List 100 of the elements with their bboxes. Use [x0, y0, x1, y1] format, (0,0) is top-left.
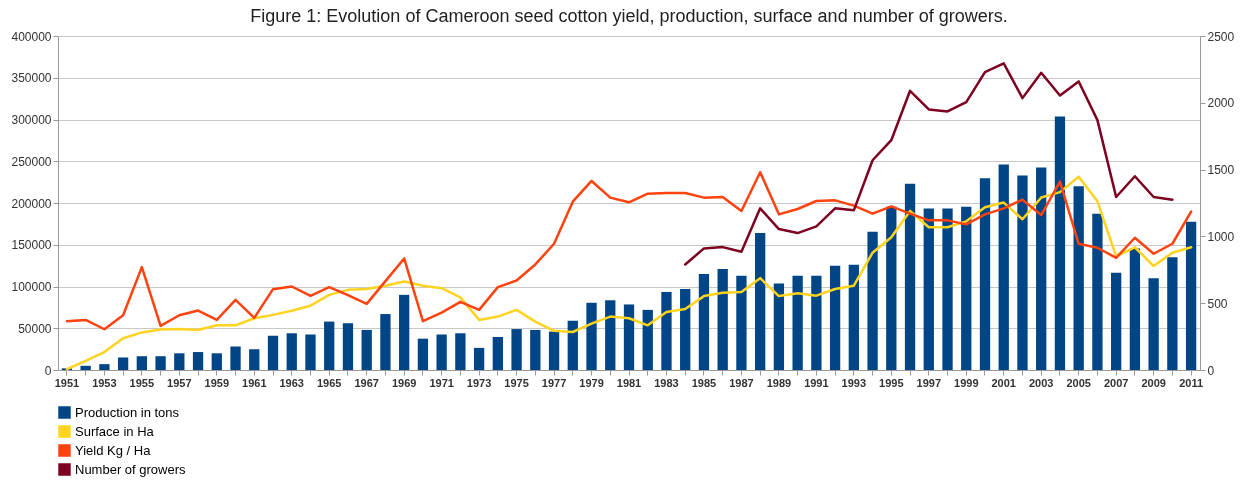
bar: [399, 294, 410, 370]
x-tick-label: 1983: [654, 376, 679, 389]
x-tick-label: 1987: [729, 376, 754, 389]
y-tick-label: 300000: [11, 113, 52, 127]
bar: [473, 347, 485, 370]
bar: [605, 300, 616, 370]
x-tick-label: 1953: [92, 376, 117, 389]
bar: [998, 164, 1009, 370]
x-tick-label: 1963: [279, 376, 304, 389]
y-tick-label: 400000: [11, 29, 52, 44]
x-tick-label: 2003: [1028, 376, 1054, 389]
bar: [623, 304, 635, 370]
bar: [267, 335, 279, 370]
x-tick-label: 2001: [991, 376, 1016, 389]
bar: [99, 364, 110, 370]
legend-label: Surface in Ha: [75, 423, 155, 439]
y2-tick-label: 1500: [1207, 163, 1235, 178]
bar: [829, 265, 841, 370]
bar: [530, 329, 541, 370]
x-tick-label: 1977: [541, 376, 567, 389]
bar: [380, 314, 391, 370]
bar: [174, 353, 185, 370]
bar: [342, 323, 354, 370]
bar: [417, 338, 429, 370]
bar: [230, 346, 241, 370]
bar: [192, 352, 204, 370]
bar: [661, 291, 672, 370]
x-tick-label: 1991: [804, 376, 829, 389]
bar: [305, 334, 316, 370]
bar: [680, 289, 691, 370]
x-tick-label: 1979: [579, 376, 604, 389]
y-tick-label: 50000: [18, 321, 52, 336]
y-tick-label: 0: [44, 363, 52, 378]
bar: [1036, 167, 1047, 370]
bar: [1017, 175, 1028, 370]
x-tick-label: 2009: [1141, 376, 1166, 389]
x-tick-label: 2005: [1066, 376, 1091, 389]
legend-label: Number of growers: [75, 461, 187, 477]
x-tick-label: 1971: [429, 376, 454, 389]
bar: [1129, 248, 1141, 370]
bar: [211, 353, 222, 370]
bar: [886, 206, 897, 370]
bar: [511, 329, 522, 370]
bar: [867, 231, 878, 370]
bar: [436, 334, 447, 370]
bar: [249, 349, 260, 370]
bar: [155, 356, 166, 370]
bar: [548, 331, 560, 370]
bar: [717, 268, 728, 370]
y-tick-label: 350000: [11, 71, 52, 86]
bar: [942, 208, 953, 370]
chart-title: Figure 1: Evolution of Cameroon seed cotton yield, production, surface and number of growers.: [250, 6, 1008, 26]
bar: [1111, 272, 1122, 370]
bar: [1073, 186, 1084, 370]
bar: [848, 264, 859, 370]
bar: [736, 275, 747, 370]
bar: [136, 356, 147, 370]
y2-tick-label: 1000: [1207, 229, 1235, 244]
bar: [80, 365, 91, 370]
bar: [698, 273, 710, 370]
legend-label: Production in tons: [75, 404, 180, 420]
bar: [755, 233, 766, 370]
line-series: [65, 171, 1193, 331]
x-tick-label: 1957: [167, 376, 192, 389]
bar: [642, 309, 653, 370]
bar: [1054, 116, 1066, 370]
bar: [567, 320, 578, 370]
line-series: [65, 175, 1193, 371]
y-tick-label: 150000: [11, 238, 52, 253]
bar: [979, 178, 991, 370]
x-tick-label: 1951: [54, 376, 80, 389]
bar: [286, 333, 297, 370]
x-tick-label: 1981: [616, 376, 642, 389]
bar: [904, 183, 916, 370]
bar: [773, 283, 785, 370]
bar: [455, 333, 466, 370]
x-tick-label: 1997: [916, 376, 942, 389]
x-tick-label: 2007: [1103, 376, 1129, 389]
x-tick-label: 1995: [879, 376, 904, 389]
y2-tick-label: 0: [1207, 363, 1215, 378]
y-tick-label: 100000: [11, 280, 52, 294]
bar: [586, 302, 597, 370]
x-tick-label: 1959: [204, 376, 230, 389]
bar: [1092, 213, 1103, 370]
x-tick-label: 1967: [354, 376, 379, 389]
x-tick-label: 1961: [242, 376, 267, 389]
bar: [492, 337, 503, 370]
x-tick-label: 1999: [954, 376, 979, 389]
x-tick-label: 1975: [504, 376, 529, 389]
y-tick-label: 250000: [11, 154, 52, 169]
y-tick-label: 200000: [11, 196, 52, 211]
y2-tick-label: 2000: [1207, 96, 1235, 111]
x-tick-label: 1989: [766, 376, 792, 389]
bar: [1148, 278, 1159, 370]
bar: [961, 206, 972, 370]
y2-tick-label: 2500: [1207, 29, 1235, 44]
bar: [792, 275, 803, 370]
y2-tick-label: 500: [1207, 296, 1228, 311]
x-tick-label: 1965: [316, 376, 342, 389]
x-tick-label: 1969: [391, 376, 417, 389]
